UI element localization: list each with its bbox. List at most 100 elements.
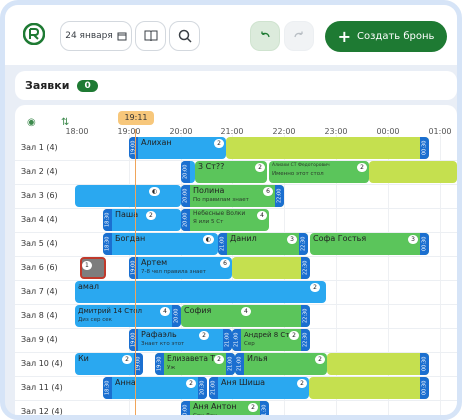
hour-gridline [388,135,389,415]
end-time: 22:30 [301,257,310,279]
guest-count-badge: 4 [241,307,251,316]
guest-name: Аня Антон [193,402,237,411]
reservation-block[interactable]: 20:00 Небесные Волки Я или 5 Ст 4 [181,209,269,231]
date-label: 24 января [65,31,113,41]
create-reservation-button[interactable]: + Создать бронь [325,21,447,52]
start-time: 19:00 [129,137,138,159]
hall-row-label: Зал 4 (4) [21,215,58,224]
search-icon [178,29,192,43]
sort-icon[interactable]: ⇅ [61,117,70,128]
guest-name: Елизавета Тг [167,354,219,363]
reservation-block[interactable]: 3 Ст?? 2 [195,161,267,183]
reservation-block[interactable]: 18:30 Паша 2 [103,209,181,231]
start-time: 21:00 [218,233,227,255]
reservation-block[interactable]: 19:30 Елизавета Тг Уж 2 21:00 [155,353,235,375]
guest-count-badge: 2 [289,331,299,340]
reservation-block[interactable]: 19:00 Алихан 2 [129,137,226,159]
hall-row-label: Зал 5 (4) [21,239,58,248]
guest-count-badge: 2 [214,355,224,364]
hall-row-label: Зал 11 (4) [21,383,63,392]
reservation-note: Диз сер сек [78,317,112,323]
reservation-note: Именно этот стол [272,171,324,177]
reservation-block[interactable]: 20:00 Аня Антон Сен Дан 2 21:30 [181,401,269,419]
guest-count-badge: 2 [199,331,209,340]
guest-count-badge: 2 [310,283,320,292]
reservation-block[interactable]: 18:30 Анна 2 20:30 [103,377,207,399]
row-divider [15,280,457,281]
top-toolbar: 24 января [5,5,457,65]
floor-plan-button[interactable] [135,21,166,51]
guest-name: 3 Ст?? [198,162,225,171]
tick-label: 01:00 [428,127,452,136]
guest-name: Алихан [141,138,172,147]
guest-count-badge: 2 [255,163,265,172]
reservation-block[interactable]: 21:00 Илья 2 [235,353,327,375]
guest-count-badge: 2 [315,355,325,364]
guest-name: амал [78,282,99,291]
reservation-block[interactable]: 21:00 Андрей 8 Стол Сер 2 22:30 [232,329,310,351]
start-time: 20:00 [181,401,190,415]
guest-name: Данил [230,234,257,243]
requests-count-badge: 0 [77,79,98,92]
redo-button[interactable] [284,21,314,51]
reservation-block[interactable]: 00:30 [226,137,429,159]
reservation-block[interactable]: 22:30 [232,257,310,279]
reservation-block[interactable]: Дмитрий 14 Стол Диз сер сек 4 20:00 [75,305,181,327]
hall-row-label: Зал 10 (4) [21,359,63,368]
plus-icon: + [337,26,351,46]
guest-name: Богдан [115,234,146,243]
reservation-block[interactable]: ◐ [75,185,181,207]
reservation-note: Сер [244,341,255,347]
reservation-block[interactable]: 00:30 [309,377,429,399]
hall-row-label: Зал 1 (4) [21,143,58,152]
reservation-block[interactable]: 20:00 [181,161,195,183]
guest-count-badge: 1 [82,261,92,270]
reservation-block[interactable]: 21:00 Данил 3 22:30 [218,233,308,255]
reservation-block[interactable]: София 4 22:30 [181,305,310,327]
guest-count-badge: 2 [186,379,196,388]
search-button[interactable] [169,21,200,51]
tick-label: 00:00 [376,127,400,136]
reservation-note: Сен Дан [193,413,217,419]
guest-name: Небесные Волки [193,210,246,217]
reservation-block[interactable]: Алиахи СТ Федоторович Именно этот стол 2 [269,161,369,183]
reservation-block[interactable]: Софа Гостья 3 00:30 [310,233,429,255]
row-divider [15,304,457,305]
reservation-timeline: ◉ ⇅ 19:11 18:00 19:00 20:00 21:00 22:00 … [15,105,457,419]
guest-name: Андрей 8 Стол [244,331,299,339]
end-time: 00:30 [420,353,429,375]
hall-row-label: Зал 12 (4) [21,407,63,416]
guest-count-badge: 2 [146,211,156,220]
guest-count-badge: 2 [297,379,307,388]
end-time: 21:00 [223,329,232,351]
reservation-block[interactable] [369,161,457,183]
start-time: 19:00 [129,257,138,279]
guest-name: Рафаэль [141,330,177,339]
reservation-note: Я или 5 Ст [193,219,224,225]
reservation-block[interactable]: 19:00 Артем 7-8 чел правила знает 6 [129,257,232,279]
row-divider [15,376,457,377]
reservation-block[interactable]: 18:30 Богдан ◐ [103,233,218,255]
reservation-block[interactable]: амал 2 [75,281,326,303]
reservation-block[interactable]: 19:00 Рафаэль Знает кто этот 2 21:00 [129,329,232,351]
reservation-block[interactable]: Ки 2 19:00 [75,353,143,375]
requests-bar[interactable]: Заявки 0 [15,71,457,100]
guest-name: Софа Гостья [313,234,367,243]
tick-label: 19:00 [117,127,141,136]
guest-count-badge: 4 [257,211,267,220]
date-picker-button[interactable]: 24 января [60,21,132,51]
undo-icon [261,31,270,38]
reservation-block[interactable]: 1 [80,257,106,279]
tick-label: 21:00 [220,127,244,136]
end-time: 22:30 [299,233,308,255]
reservation-block[interactable]: 00:30 [327,353,429,375]
guest-count-badge: ◐ [149,187,161,196]
reservation-block[interactable]: 21:00 Аня Шиша 2 [209,377,309,399]
reservation-block[interactable]: 20:00 Полина По правилам знает 6 22:00 [181,185,284,207]
eye-icon[interactable]: ◉ [27,117,36,128]
undo-button[interactable] [250,21,280,51]
row-divider [15,352,457,353]
row-divider [15,256,457,257]
row-divider [15,400,457,401]
